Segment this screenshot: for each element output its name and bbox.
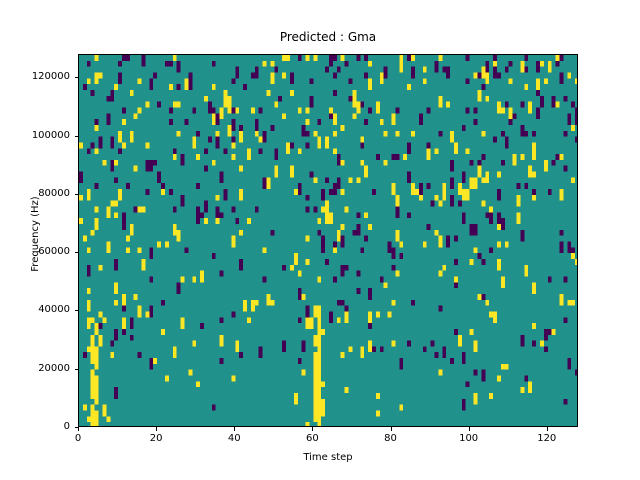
y-tick-label: 60000 xyxy=(38,246,70,258)
x-tick-mark xyxy=(312,427,314,431)
x-tick-mark xyxy=(234,427,236,431)
x-axis-label: Time step xyxy=(303,452,353,463)
y-tick-mark xyxy=(74,427,78,428)
page-title: Predicted : Gma xyxy=(279,30,377,44)
y-tick-label: 100000 xyxy=(31,129,70,141)
x-tick-mark xyxy=(468,427,470,431)
y-tick-label: 0 xyxy=(63,421,70,432)
y-tick-mark xyxy=(74,368,78,370)
y-tick-label: 120000 xyxy=(31,71,70,83)
y-tick-label: 20000 xyxy=(38,362,70,374)
x-tick-mark xyxy=(546,427,548,431)
x-tick-label: 120 xyxy=(537,433,557,444)
y-tick-mark xyxy=(74,310,78,312)
y-tick-label: 80000 xyxy=(38,187,70,199)
x-tick-label: 60 xyxy=(306,433,319,444)
x-tick-mark xyxy=(156,427,158,431)
x-tick-label: 0 xyxy=(74,433,82,444)
x-tick-label: 80 xyxy=(384,433,397,444)
y-tick-mark xyxy=(74,77,78,79)
heatmap-axes[interactable] xyxy=(78,54,578,427)
heatmap-image xyxy=(79,55,577,426)
y-axis-label: Frequency (Hz) xyxy=(30,196,41,272)
y-tick-mark xyxy=(74,193,78,195)
y-tick-mark xyxy=(74,135,78,137)
y-tick-label: 40000 xyxy=(38,304,70,316)
x-tick-mark xyxy=(78,427,79,431)
y-tick-mark xyxy=(74,252,78,254)
x-tick-mark xyxy=(390,427,392,431)
x-tick-label: 20 xyxy=(149,433,163,444)
x-tick-label: 100 xyxy=(459,433,479,444)
x-tick-label: 40 xyxy=(227,433,241,444)
